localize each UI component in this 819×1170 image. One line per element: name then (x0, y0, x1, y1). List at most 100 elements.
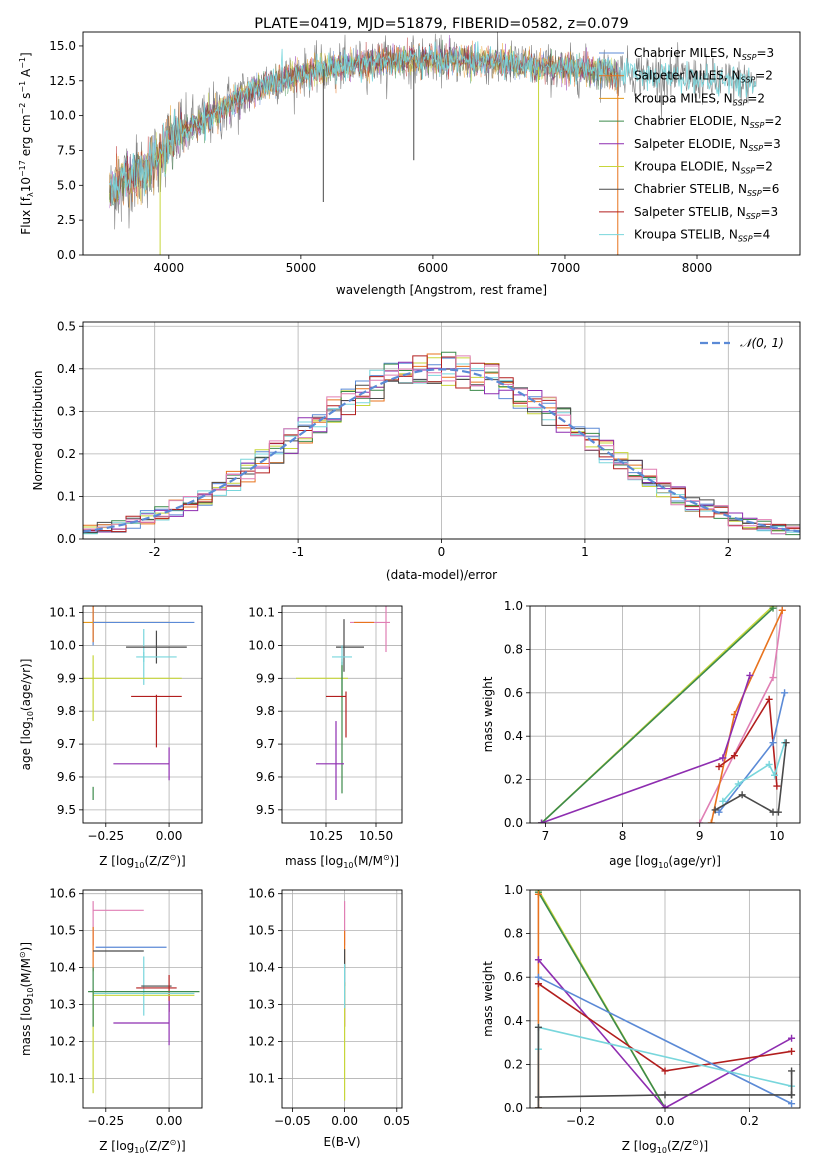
x-tick-label: 0.00 (156, 1114, 183, 1128)
weight_vs_Z-frame (529, 889, 801, 1109)
y-axis-label: Normed distribution (31, 371, 45, 491)
label-part: )] (390, 854, 399, 868)
age_vs_Z-frame (82, 605, 203, 824)
weight-marker (534, 980, 542, 988)
x-tick-label: −0.05 (274, 1114, 311, 1128)
label-part: 10 (26, 711, 35, 721)
legend-text: Chabrier ELODIE, N (634, 114, 750, 128)
weight-series-line (538, 1026, 792, 1087)
x-tick-label: 7 (542, 829, 550, 843)
x-tick-label: -1 (292, 545, 304, 559)
label-part: 10 (19, 177, 33, 192)
x-tick-label: 10.50 (359, 829, 393, 843)
y-tick-label: 0.0 (57, 532, 76, 546)
y-tick-label: 0.6 (504, 686, 523, 700)
weight-marker (538, 819, 546, 823)
spectrum-lines (109, 32, 757, 255)
weight-marker (788, 1034, 796, 1042)
y-tick-label: 1.0 (504, 883, 523, 897)
mass_vs_ebv-frame (281, 889, 403, 1109)
y-tick-label: 0.8 (504, 642, 523, 656)
label-part: λ (26, 192, 35, 197)
legend-text: Kroupa STELIB, N (634, 228, 738, 242)
legend-count: =2 (755, 160, 773, 174)
legend-sub: SSP (741, 76, 756, 85)
weight-series-line (722, 742, 786, 802)
y-tick-label: 10.1 (248, 606, 275, 620)
label-part: ] (19, 52, 33, 57)
x-tick-label: −0.25 (87, 1114, 124, 1128)
x-tick-label: 2 (724, 545, 732, 559)
weight-marker (788, 1067, 796, 1075)
weight-marker (719, 797, 727, 805)
y-tick-label: 10.0 (248, 638, 275, 652)
weight-marker (769, 739, 777, 747)
y-tick-label: 0.6 (504, 970, 523, 984)
mass_vs_ebv-axes: −0.05 0.00 0.05 10.1 10.2 10.3 10.4 10.5 10.6 (248, 887, 410, 1128)
legend-count: =3 (756, 46, 774, 60)
weight_vs_age-lines (538, 606, 790, 823)
x-tick-label: 5000 (286, 261, 317, 275)
y-tick-label: 0.2 (504, 1057, 523, 1071)
label-part: (age/yr)] (668, 854, 720, 868)
weight-marker (534, 973, 542, 981)
y-axis-label: mass weight (481, 676, 495, 752)
residuals-axes: -2 -1 0 1 2 0.0 0.1 0.2 0.3 0.4 0.5 (57, 319, 800, 559)
label-part: Z [log (622, 1139, 657, 1153)
weight-marker (738, 791, 746, 799)
x-tick-label: −0.2 (566, 1114, 595, 1128)
spectrum-frame (82, 31, 801, 256)
label-part: Flux [f (19, 196, 33, 234)
weight-marker (534, 956, 542, 964)
y-axis-label: mass [log10(M/M⊙)] (18, 942, 35, 1056)
residual-histogram-series (83, 355, 800, 536)
gaussian-curve (83, 368, 800, 533)
label-part: (Z/Z (667, 1139, 692, 1153)
weight-marker (774, 808, 782, 816)
weight-series-line (710, 609, 784, 823)
y-tick-label: 7.5 (57, 143, 76, 157)
label-part: 10 (657, 1146, 667, 1155)
legend-label: Salpeter ELODIE, NSSP=3 (634, 137, 781, 153)
y-tick-label: 9.8 (256, 704, 275, 718)
mass_vs_Z-frame (82, 889, 203, 1109)
label-part: )] (176, 854, 185, 868)
weight-marker (730, 752, 738, 760)
legend-label: Kroupa ELODIE, NSSP=2 (634, 160, 773, 176)
label-part: 10 (134, 1146, 144, 1155)
y-tick-label: 0.2 (57, 447, 76, 461)
weight-marker (661, 1104, 669, 1108)
weight-marker (788, 1100, 796, 1108)
label-part: −1 (18, 81, 27, 93)
legend-count: =4 (753, 228, 771, 242)
y-tick-label: 0.0 (57, 248, 76, 262)
legend-sub: SSP (747, 189, 762, 198)
label-part: 10 (26, 987, 35, 997)
x-tick-label: 0.00 (156, 829, 183, 843)
label-part: −17 (18, 160, 27, 177)
x-axis-label: Z [log10(Z/Z⊙)] (622, 1138, 708, 1155)
x-tick-label: 0.05 (383, 1114, 410, 1128)
weight-marker (534, 1104, 542, 1108)
x-tick-label: 9 (696, 829, 704, 843)
x-tick-label: 0.0 (655, 1114, 674, 1128)
label-part: −2 (18, 103, 27, 115)
x-tick-label: 8 (619, 829, 627, 843)
age_vs_mass-points (296, 606, 390, 800)
weight-series-line (541, 675, 751, 823)
x-axis-label: Z [log10(Z/Z⊙)] (99, 1138, 185, 1155)
weight-marker (715, 763, 723, 771)
y-axis-label: age [log10(age/yr)] (19, 659, 35, 771)
weight_vs_Z-lines (534, 890, 796, 1108)
label-part: )] (19, 942, 33, 951)
weight-marker (707, 819, 715, 823)
weight-marker (788, 1047, 796, 1055)
weight-marker (746, 671, 754, 679)
gauss-legend-label: 𝒩(0, 1) (740, 336, 784, 350)
label-part: s (19, 93, 33, 103)
y-tick-label: 9.7 (256, 737, 275, 751)
y-tick-label: 10.2 (248, 1034, 275, 1048)
weight-marker (781, 689, 789, 697)
label-part: mass [log (285, 854, 343, 868)
